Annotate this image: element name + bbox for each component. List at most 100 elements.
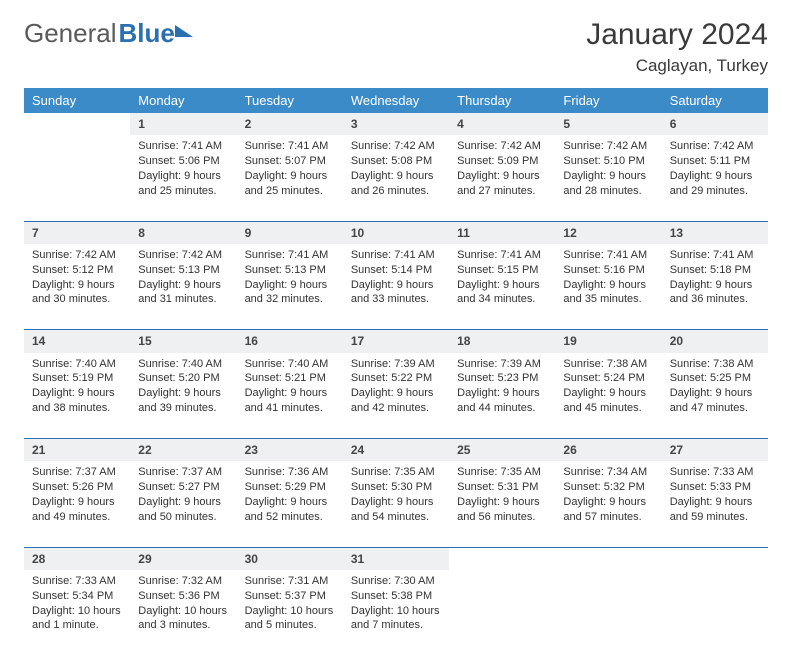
day-details: Sunrise: 7:33 AMSunset: 5:33 PMDaylight:… xyxy=(662,461,768,532)
day-content-cell: Sunrise: 7:41 AMSunset: 5:15 PMDaylight:… xyxy=(449,244,555,330)
day-number-cell: 1 xyxy=(130,113,236,135)
day-content-cell: Sunrise: 7:39 AMSunset: 5:23 PMDaylight:… xyxy=(449,353,555,439)
day-details: Sunrise: 7:35 AMSunset: 5:30 PMDaylight:… xyxy=(343,461,449,532)
day-number-cell: 4 xyxy=(449,113,555,135)
day-content-cell: Sunrise: 7:34 AMSunset: 5:32 PMDaylight:… xyxy=(555,461,661,547)
day-details: Sunrise: 7:31 AMSunset: 5:37 PMDaylight:… xyxy=(237,570,343,641)
day-content-cell: Sunrise: 7:32 AMSunset: 5:36 PMDaylight:… xyxy=(130,570,236,656)
day-content-cell: Sunrise: 7:37 AMSunset: 5:26 PMDaylight:… xyxy=(24,461,130,547)
day-number-cell: 6 xyxy=(662,113,768,135)
day-content-cell: Sunrise: 7:35 AMSunset: 5:30 PMDaylight:… xyxy=(343,461,449,547)
day-number-cell: 25 xyxy=(449,439,555,462)
day-number-cell: 28 xyxy=(24,547,130,570)
day-content-cell: Sunrise: 7:42 AMSunset: 5:09 PMDaylight:… xyxy=(449,135,555,221)
day-content-cell xyxy=(449,570,555,656)
day-number-cell xyxy=(449,547,555,570)
day-details: Sunrise: 7:34 AMSunset: 5:32 PMDaylight:… xyxy=(555,461,661,532)
day-content-cell: Sunrise: 7:35 AMSunset: 5:31 PMDaylight:… xyxy=(449,461,555,547)
weekday-header: Monday xyxy=(130,88,236,113)
day-details: Sunrise: 7:36 AMSunset: 5:29 PMDaylight:… xyxy=(237,461,343,532)
day-number-row: 28293031 xyxy=(24,547,768,570)
page-header: GeneralBlue January 2024 Caglayan, Turke… xyxy=(24,18,768,76)
day-content-row: Sunrise: 7:40 AMSunset: 5:19 PMDaylight:… xyxy=(24,353,768,439)
day-content-cell: Sunrise: 7:30 AMSunset: 5:38 PMDaylight:… xyxy=(343,570,449,656)
day-number-cell: 29 xyxy=(130,547,236,570)
day-number-row: 123456 xyxy=(24,113,768,135)
day-details: Sunrise: 7:41 AMSunset: 5:16 PMDaylight:… xyxy=(555,244,661,315)
day-details: Sunrise: 7:39 AMSunset: 5:22 PMDaylight:… xyxy=(343,353,449,424)
day-content-cell: Sunrise: 7:38 AMSunset: 5:25 PMDaylight:… xyxy=(662,353,768,439)
day-content-row: Sunrise: 7:41 AMSunset: 5:06 PMDaylight:… xyxy=(24,135,768,221)
day-details: Sunrise: 7:33 AMSunset: 5:34 PMDaylight:… xyxy=(24,570,130,641)
day-number-cell: 12 xyxy=(555,221,661,244)
day-content-cell: Sunrise: 7:31 AMSunset: 5:37 PMDaylight:… xyxy=(237,570,343,656)
day-number-cell: 8 xyxy=(130,221,236,244)
brand-part1: General xyxy=(24,18,117,49)
weekday-header: Saturday xyxy=(662,88,768,113)
day-number-cell: 7 xyxy=(24,221,130,244)
day-content-cell: Sunrise: 7:33 AMSunset: 5:33 PMDaylight:… xyxy=(662,461,768,547)
day-number-cell: 14 xyxy=(24,330,130,353)
day-details: Sunrise: 7:42 AMSunset: 5:12 PMDaylight:… xyxy=(24,244,130,315)
day-number-cell: 5 xyxy=(555,113,661,135)
day-content-cell: Sunrise: 7:40 AMSunset: 5:21 PMDaylight:… xyxy=(237,353,343,439)
day-details: Sunrise: 7:40 AMSunset: 5:19 PMDaylight:… xyxy=(24,353,130,424)
day-number-cell: 22 xyxy=(130,439,236,462)
day-content-cell xyxy=(24,135,130,221)
day-number-row: 78910111213 xyxy=(24,221,768,244)
day-details: Sunrise: 7:38 AMSunset: 5:24 PMDaylight:… xyxy=(555,353,661,424)
day-content-cell: Sunrise: 7:42 AMSunset: 5:11 PMDaylight:… xyxy=(662,135,768,221)
day-number-cell: 11 xyxy=(449,221,555,244)
day-content-row: Sunrise: 7:33 AMSunset: 5:34 PMDaylight:… xyxy=(24,570,768,656)
day-number-row: 14151617181920 xyxy=(24,330,768,353)
day-content-cell: Sunrise: 7:42 AMSunset: 5:10 PMDaylight:… xyxy=(555,135,661,221)
day-number-cell xyxy=(555,547,661,570)
day-number-cell: 9 xyxy=(237,221,343,244)
day-number-cell xyxy=(24,113,130,135)
day-number-cell: 16 xyxy=(237,330,343,353)
location-label: Caglayan, Turkey xyxy=(586,56,768,76)
day-number-cell: 27 xyxy=(662,439,768,462)
day-number-cell: 18 xyxy=(449,330,555,353)
day-content-cell: Sunrise: 7:41 AMSunset: 5:14 PMDaylight:… xyxy=(343,244,449,330)
day-details: Sunrise: 7:41 AMSunset: 5:07 PMDaylight:… xyxy=(237,135,343,206)
day-content-cell: Sunrise: 7:40 AMSunset: 5:19 PMDaylight:… xyxy=(24,353,130,439)
day-number-row: 21222324252627 xyxy=(24,439,768,462)
brand-part2: Blue xyxy=(119,18,175,49)
day-details: Sunrise: 7:38 AMSunset: 5:25 PMDaylight:… xyxy=(662,353,768,424)
day-details: Sunrise: 7:41 AMSunset: 5:18 PMDaylight:… xyxy=(662,244,768,315)
day-number-cell: 13 xyxy=(662,221,768,244)
day-number-cell: 10 xyxy=(343,221,449,244)
sail-icon xyxy=(175,25,193,37)
day-details: Sunrise: 7:32 AMSunset: 5:36 PMDaylight:… xyxy=(130,570,236,641)
weekday-header: Thursday xyxy=(449,88,555,113)
day-number-cell: 24 xyxy=(343,439,449,462)
weekday-header: Tuesday xyxy=(237,88,343,113)
day-details: Sunrise: 7:42 AMSunset: 5:09 PMDaylight:… xyxy=(449,135,555,206)
day-content-cell: Sunrise: 7:40 AMSunset: 5:20 PMDaylight:… xyxy=(130,353,236,439)
day-details: Sunrise: 7:42 AMSunset: 5:11 PMDaylight:… xyxy=(662,135,768,206)
day-content-cell: Sunrise: 7:42 AMSunset: 5:08 PMDaylight:… xyxy=(343,135,449,221)
day-number-cell: 19 xyxy=(555,330,661,353)
title-block: January 2024 Caglayan, Turkey xyxy=(586,18,768,76)
day-number-cell: 3 xyxy=(343,113,449,135)
day-details: Sunrise: 7:41 AMSunset: 5:14 PMDaylight:… xyxy=(343,244,449,315)
day-content-cell: Sunrise: 7:36 AMSunset: 5:29 PMDaylight:… xyxy=(237,461,343,547)
brand-logo: GeneralBlue xyxy=(24,18,193,49)
day-details: Sunrise: 7:40 AMSunset: 5:20 PMDaylight:… xyxy=(130,353,236,424)
weekday-header-row: Sunday Monday Tuesday Wednesday Thursday… xyxy=(24,88,768,113)
day-number-cell: 30 xyxy=(237,547,343,570)
day-details: Sunrise: 7:30 AMSunset: 5:38 PMDaylight:… xyxy=(343,570,449,641)
calendar-table: Sunday Monday Tuesday Wednesday Thursday… xyxy=(24,88,768,656)
day-details: Sunrise: 7:41 AMSunset: 5:06 PMDaylight:… xyxy=(130,135,236,206)
day-content-cell: Sunrise: 7:39 AMSunset: 5:22 PMDaylight:… xyxy=(343,353,449,439)
month-title: January 2024 xyxy=(586,18,768,52)
day-content-cell: Sunrise: 7:41 AMSunset: 5:13 PMDaylight:… xyxy=(237,244,343,330)
day-content-cell: Sunrise: 7:37 AMSunset: 5:27 PMDaylight:… xyxy=(130,461,236,547)
day-content-cell: Sunrise: 7:41 AMSunset: 5:16 PMDaylight:… xyxy=(555,244,661,330)
day-details: Sunrise: 7:42 AMSunset: 5:10 PMDaylight:… xyxy=(555,135,661,206)
weekday-header: Wednesday xyxy=(343,88,449,113)
day-details: Sunrise: 7:39 AMSunset: 5:23 PMDaylight:… xyxy=(449,353,555,424)
day-number-cell: 26 xyxy=(555,439,661,462)
day-details: Sunrise: 7:41 AMSunset: 5:15 PMDaylight:… xyxy=(449,244,555,315)
